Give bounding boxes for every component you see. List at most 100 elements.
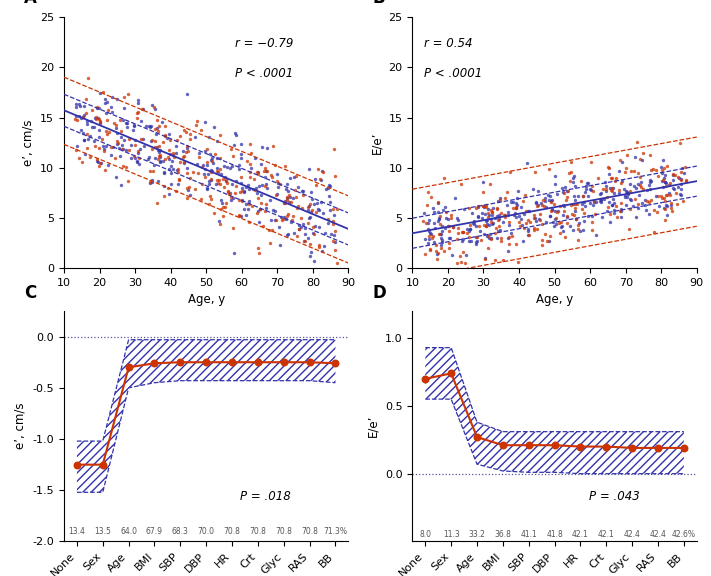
Point — [252, 358, 264, 367]
Point — [530, 216, 542, 225]
Point — [611, 213, 622, 222]
Point — [501, 200, 513, 210]
Point — [456, 227, 468, 236]
Point — [567, 173, 579, 182]
Point — [128, 120, 139, 129]
Text: 42.1: 42.1 — [598, 530, 615, 539]
Point — [278, 213, 289, 222]
Point — [534, 215, 545, 225]
Point — [267, 141, 279, 150]
Point — [322, 214, 333, 223]
Point — [129, 153, 141, 162]
Point — [477, 188, 488, 197]
Point — [243, 217, 255, 226]
Point — [154, 150, 165, 160]
Point — [254, 218, 265, 227]
Point — [129, 152, 140, 161]
Point — [458, 234, 469, 243]
Point — [560, 195, 572, 204]
Point — [239, 187, 250, 196]
Point — [653, 171, 664, 180]
Point — [678, 444, 690, 453]
Point — [537, 219, 548, 229]
Point — [304, 358, 315, 367]
Point — [206, 154, 218, 163]
Point — [646, 165, 657, 175]
Point — [624, 204, 636, 213]
Point — [295, 213, 306, 222]
Point — [276, 212, 287, 221]
Point — [313, 205, 324, 214]
Point — [199, 147, 210, 156]
Point — [471, 203, 482, 212]
Point — [675, 176, 687, 185]
Point — [290, 185, 301, 195]
Point — [423, 234, 434, 244]
Point — [594, 196, 606, 205]
Point — [243, 184, 255, 194]
Point — [599, 194, 610, 203]
Point — [212, 153, 223, 162]
Point — [170, 148, 181, 157]
Text: 70.8: 70.8 — [223, 527, 240, 536]
Point — [304, 201, 315, 210]
Point — [181, 183, 193, 192]
Point — [95, 88, 106, 97]
Point — [519, 210, 530, 219]
Text: B: B — [373, 0, 385, 7]
Point — [212, 175, 223, 184]
Point — [230, 188, 241, 198]
Point — [324, 192, 335, 201]
Point — [201, 183, 213, 192]
Point — [565, 222, 576, 231]
Point — [227, 162, 238, 171]
Point — [151, 123, 163, 132]
Point — [123, 89, 134, 98]
Point — [272, 183, 283, 192]
Point — [258, 222, 269, 231]
Point — [595, 197, 606, 206]
Point — [630, 194, 641, 203]
Point — [672, 182, 683, 191]
Point — [657, 182, 668, 191]
Point — [560, 233, 571, 242]
Point — [166, 168, 177, 177]
Point — [280, 214, 292, 223]
Point — [645, 176, 656, 185]
Point — [661, 179, 672, 188]
Point — [210, 179, 221, 188]
Point — [494, 193, 506, 202]
Point — [497, 218, 508, 227]
Point — [506, 198, 517, 207]
Point — [486, 207, 498, 217]
Point — [561, 192, 572, 202]
Point — [624, 180, 636, 189]
Point — [453, 228, 464, 237]
Point — [425, 229, 437, 238]
Point — [77, 157, 88, 166]
Text: D: D — [373, 284, 386, 302]
Point — [215, 219, 226, 229]
Point — [127, 126, 139, 135]
Point — [647, 164, 658, 173]
Point — [292, 232, 303, 241]
Point — [242, 204, 253, 213]
Point — [268, 206, 279, 215]
Point — [103, 128, 114, 137]
Point — [568, 192, 579, 201]
Point — [423, 231, 434, 240]
Text: 41.1: 41.1 — [520, 530, 537, 539]
Point — [94, 118, 105, 127]
Point — [584, 184, 596, 194]
Point — [105, 150, 117, 159]
Point — [552, 206, 564, 215]
Point — [669, 170, 680, 180]
Point — [478, 202, 489, 211]
Point — [313, 240, 324, 249]
Point — [619, 192, 631, 202]
Point — [303, 213, 314, 222]
Point — [82, 134, 94, 143]
Point — [252, 206, 264, 215]
Point — [252, 243, 264, 252]
Point — [282, 230, 293, 240]
